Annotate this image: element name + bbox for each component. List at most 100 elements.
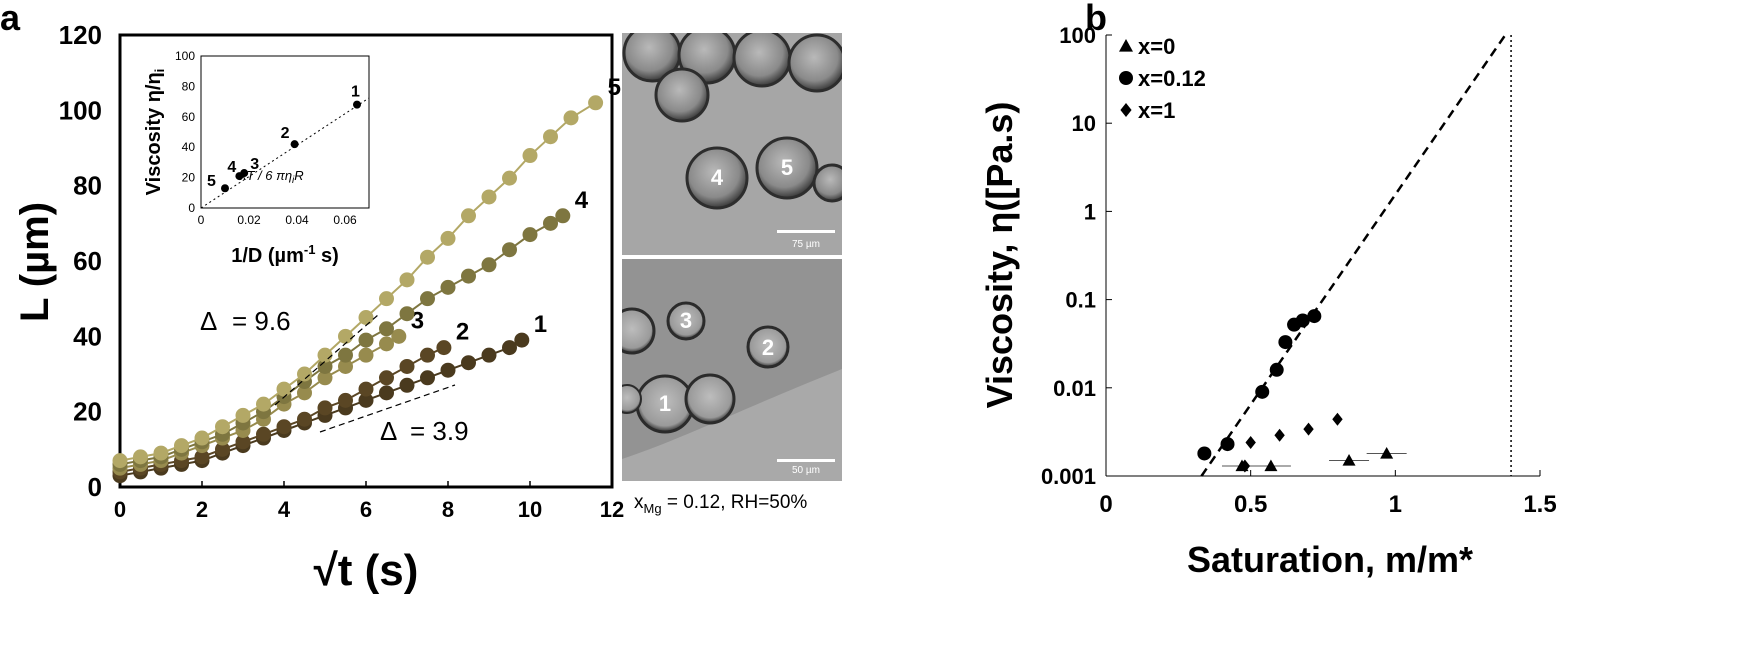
inset-data-point: [290, 140, 299, 149]
panel-b-triangle-marker: [1342, 453, 1356, 466]
panel-a-data-point: [379, 321, 394, 337]
inset-point-label: 3: [250, 156, 259, 173]
panel-a-data-point: [436, 340, 452, 356]
panel-a-data-point: [317, 400, 333, 416]
inset-y-tick-label: 0: [188, 201, 195, 215]
inset-x-tick-label: 0.04: [285, 213, 309, 227]
inset-chart: 0 20 40 60 80 100 0 0.02 0.04 0.06 1 2 345 kT / 6 π…: [143, 49, 370, 267]
micrograph-label-3: 3: [680, 308, 692, 333]
panel-b-x-tick-label: 1: [1389, 491, 1402, 518]
micrograph-label-2: 2: [762, 335, 774, 360]
panel-a-data-point: [420, 370, 435, 386]
panel-a-data-point: [391, 328, 407, 344]
panel-a-data-point: [420, 249, 435, 265]
panel-b-diamond-marker: [1303, 422, 1314, 436]
delta-value-upper: = 9.6: [232, 306, 291, 336]
micrograph-top-image: 4 5 75 µm: [622, 33, 842, 255]
micrograph-label-4: 4: [711, 165, 724, 190]
panel-a-data-point: [514, 332, 530, 348]
panel-a-x-tick-label: 6: [360, 497, 372, 522]
panel-a-data-point: [502, 340, 517, 356]
panel-a-data-point: [461, 355, 476, 371]
panel-a-data-point: [358, 332, 374, 348]
panel-a-y-tick-label: 100: [59, 95, 102, 125]
panel-a-y-tick-label: 120: [59, 20, 102, 50]
panel-b-diamond-marker: [1274, 428, 1285, 442]
inset-fit-label: kT / 6 πηiR: [240, 168, 304, 186]
inset-y-tick-label: 80: [182, 79, 196, 93]
panel-a-data-point: [522, 148, 538, 164]
panel-b-circle-marker: [1269, 362, 1284, 377]
panel-a-data-point: [440, 279, 456, 295]
panel-b-legend-entry: x=1: [1138, 98, 1175, 123]
panel-b-diamond-marker: [1120, 103, 1132, 117]
panel-b-triangle-marker: [1264, 459, 1278, 472]
panel-a-data-point: [297, 366, 312, 382]
panel-a-data-point: [420, 291, 435, 307]
panel-b-y-tick-label: 0.01: [1053, 376, 1096, 401]
micrograph-bottom: 3 2 1 50 µm: [622, 259, 842, 481]
panel-a-data-point: [235, 407, 251, 423]
panel-a-series-2: 2: [112, 319, 469, 480]
inset-fit-line: [200, 97, 370, 209]
inset-data-point: [221, 184, 229, 193]
inset-x-tick-label: 0: [198, 213, 205, 227]
micrograph-label-5: 5: [781, 155, 793, 180]
panel-a-data-point: [174, 438, 189, 454]
panel-a-data-point: [563, 110, 579, 126]
inset-plot-frame: [200, 55, 370, 209]
panel-a-data-point: [555, 208, 571, 224]
panel-a-data-point: [543, 215, 558, 231]
panel-a-x-tick-label: 8: [442, 497, 454, 522]
inset-y-tick-label: 60: [182, 110, 196, 124]
inset-y-tick-label: 20: [182, 171, 196, 185]
panel-a-data-point: [440, 362, 456, 378]
panel-a-data-point: [481, 347, 497, 363]
panel-b-y-axis-label: Viscosity, η([Pa.s): [979, 102, 1020, 409]
micrograph-top: 4 5 75 µm: [622, 33, 842, 255]
panel-a-data-point: [256, 396, 271, 412]
panel-b-circle-marker: [1220, 437, 1235, 452]
panel-a-data-point: [399, 377, 415, 393]
panel-a-data-point: [522, 227, 538, 243]
panel-a-data-point: [379, 370, 394, 386]
panel-a-series-label: 1: [534, 311, 547, 338]
panel-a-data-point: [502, 170, 517, 186]
panel-a-data-point: [338, 347, 353, 363]
panel-b-triangle-marker: [1380, 446, 1394, 459]
panel-a-data-point: [297, 385, 312, 401]
panel-a-data-point: [379, 291, 394, 307]
panel-b-diamond-marker: [1332, 412, 1343, 426]
inset-point-label: 1: [351, 84, 360, 101]
panel-a-data-point: [399, 306, 415, 322]
panel-b-x-tick-label: 0.5: [1234, 491, 1267, 518]
panel-a-y-axis-label: L (µm): [13, 202, 57, 322]
micrograph-bottom-image: 3 2 1 50 µm: [622, 259, 842, 481]
panel-a-data-point: [543, 129, 558, 145]
panel-a-x-tick-label: 0: [114, 497, 126, 522]
panel-a-data-point: [358, 347, 374, 363]
inset-data-point: [353, 100, 361, 109]
panel-a-data-point: [379, 336, 394, 352]
micrograph-label-1: 1: [659, 391, 671, 416]
inset-x-axis-label: 1/D (µm-1 s): [231, 242, 339, 267]
panel-a-data-point: [235, 434, 251, 450]
panel-b-chart: 0.001 0.01 0.1 1 10 100 0 0.5 1 1.5 x=0 x=0.12 x=1…: [979, 23, 1557, 580]
panel-b-circle-marker: [1295, 313, 1310, 328]
panel-a-data-point: [588, 95, 604, 111]
panel-a-data-point: [215, 441, 230, 457]
panel-b-circle-marker: [1119, 71, 1133, 85]
panel-b-legend-entry: x=0: [1138, 34, 1175, 59]
panel-a-y-tick-label: 60: [73, 246, 102, 276]
inset-point-label: 4: [227, 159, 236, 176]
panel-a-data-point: [440, 230, 456, 246]
panel-a-data-point: [153, 445, 169, 461]
panel-a-y-tick-label: 80: [73, 171, 102, 201]
panel-b-y-tick-label: 0.1: [1065, 288, 1096, 313]
slope-guide-upper: [274, 314, 379, 406]
panel-b-y-tick-label: 10: [1072, 111, 1096, 136]
panel-a-data-point: [276, 381, 292, 397]
delta-value-lower: = 3.9: [410, 416, 469, 446]
inset-y-tick-label: 100: [175, 49, 195, 63]
